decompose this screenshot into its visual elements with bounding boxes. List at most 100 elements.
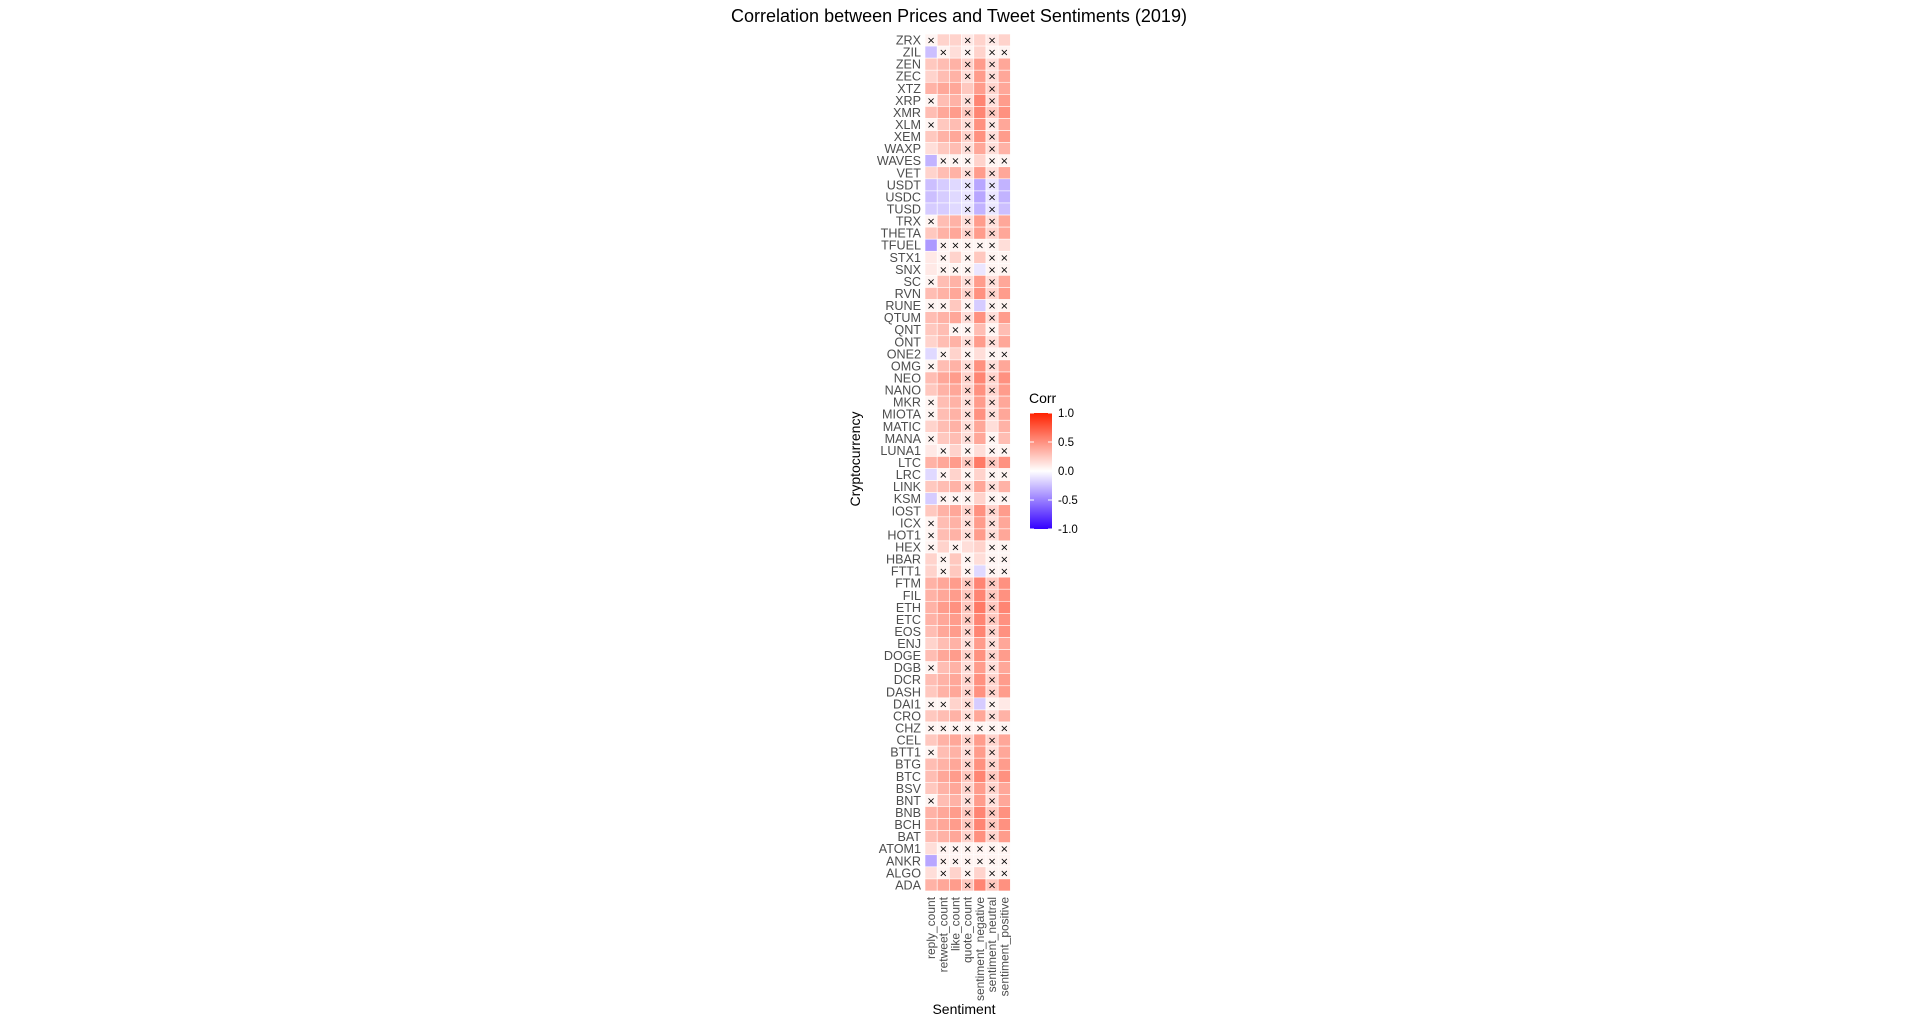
heatmap-cells: × × × × × × × × × × × × × × × × × × × × × × × × × × × × × × × × × × × × × × × ×… (924, 33, 1011, 891)
heatmap-cell (936, 528, 950, 542)
not-significant-marker: × (951, 856, 959, 867)
not-significant-marker: × (964, 567, 972, 578)
not-significant-marker: × (988, 325, 996, 336)
not-significant-marker: × (988, 241, 996, 252)
heatmap-cell (973, 782, 987, 795)
y-tick-label: SC (904, 275, 922, 289)
heatmap-cell (949, 818, 962, 831)
not-significant-marker: × (964, 699, 972, 710)
color-legend: Corr 1.0 0.5 0.0 -0.5 -1.0 (1029, 390, 1078, 536)
y-axis-title: Cryptocurrency (847, 412, 863, 507)
heatmap-cell (924, 311, 938, 324)
not-significant-marker: × (1000, 349, 1008, 360)
heatmap-cell (997, 226, 1011, 240)
heatmap-cell (997, 395, 1011, 409)
heatmap-cell (949, 178, 962, 192)
not-significant-marker: × (988, 217, 996, 228)
not-significant-marker: × (976, 241, 984, 252)
not-significant-marker: × (964, 506, 972, 517)
not-significant-marker: × (988, 410, 996, 421)
heatmap-cell (949, 118, 962, 131)
heatmap-cell (924, 588, 938, 602)
not-significant-marker: × (988, 36, 996, 47)
not-significant-marker: × (988, 579, 996, 590)
heatmap-cell (973, 625, 987, 638)
not-significant-marker: × (939, 253, 947, 264)
y-tick-label: ETH (896, 601, 921, 615)
heatmap-cell (949, 202, 962, 216)
heatmap-cell (949, 866, 962, 880)
not-significant-marker: × (939, 856, 947, 867)
heatmap-cell (924, 323, 938, 337)
not-significant-marker: × (964, 711, 972, 722)
y-tick-label: LUNA1 (880, 444, 921, 458)
y-tick-label: XLM (895, 118, 921, 132)
not-significant-marker: × (988, 313, 996, 324)
not-significant-marker: × (927, 217, 935, 228)
heatmap-cell (973, 142, 987, 156)
heatmap-cell (949, 588, 962, 602)
heatmap-cell (997, 214, 1011, 228)
heatmap-cell (949, 214, 962, 228)
not-significant-marker: × (964, 482, 972, 493)
not-significant-marker: × (964, 880, 972, 891)
y-tick-label: MANA (885, 432, 922, 446)
y-tick-label: BSV (896, 782, 922, 796)
heatmap-cell (924, 733, 938, 747)
heatmap-cell (949, 613, 962, 626)
heatmap-cell (949, 335, 962, 349)
heatmap-cell (973, 745, 987, 759)
y-tick-label: TFUEL (881, 239, 921, 253)
y-tick-label: SNX (895, 263, 921, 277)
heatmap-cell (936, 323, 950, 337)
not-significant-marker: × (964, 760, 972, 771)
heatmap-cell (997, 407, 1011, 421)
heatmap-cell (997, 733, 1011, 747)
not-significant-marker: × (964, 579, 972, 590)
heatmap-cell (997, 637, 1011, 650)
not-significant-marker: × (964, 241, 972, 252)
heatmap-cell (997, 178, 1011, 192)
not-significant-marker: × (964, 48, 972, 59)
x-axis-title: Sentiment (932, 1001, 995, 1017)
heatmap-cell (936, 600, 950, 614)
heatmap-cell (949, 419, 962, 433)
legend-tick-label: -0.5 (1058, 495, 1078, 507)
not-significant-marker: × (1000, 856, 1008, 867)
heatmap-cell (997, 359, 1011, 373)
heatmap-cell (997, 311, 1011, 324)
heatmap-cell (924, 45, 938, 59)
heatmap-cell (924, 166, 938, 180)
heatmap-cell (949, 769, 962, 783)
y-tick-label: LRC (896, 468, 921, 482)
not-significant-marker: × (964, 386, 972, 397)
not-significant-marker: × (964, 820, 972, 831)
not-significant-marker: × (964, 651, 972, 662)
heatmap-cell (949, 552, 962, 566)
y-tick-label: NEO (894, 371, 921, 385)
not-significant-marker: × (988, 458, 996, 469)
heatmap-cell (936, 480, 950, 493)
heatmap-cell (997, 275, 1011, 288)
chart-title: Correlation between Prices and Tweet Sen… (731, 6, 1187, 26)
not-significant-marker: × (927, 542, 935, 553)
not-significant-marker: × (988, 349, 996, 360)
not-significant-marker: × (964, 398, 972, 409)
not-significant-marker: × (927, 663, 935, 674)
legend-tick-label: -1.0 (1058, 524, 1078, 536)
heatmap-cell (973, 299, 987, 312)
not-significant-marker: × (964, 434, 972, 445)
heatmap-cell (997, 202, 1011, 216)
not-significant-marker: × (988, 494, 996, 505)
heatmap-cell (973, 649, 987, 662)
heatmap-cell (936, 106, 950, 119)
not-significant-marker: × (964, 217, 972, 228)
not-significant-marker: × (939, 470, 947, 481)
not-significant-marker: × (964, 337, 972, 348)
not-significant-marker: × (927, 699, 935, 710)
not-significant-marker: × (988, 205, 996, 216)
y-tick-label: DCR (894, 673, 921, 687)
y-tick-label: ETC (896, 613, 921, 627)
heatmap-cell (997, 818, 1011, 831)
heatmap-cell (924, 649, 938, 662)
